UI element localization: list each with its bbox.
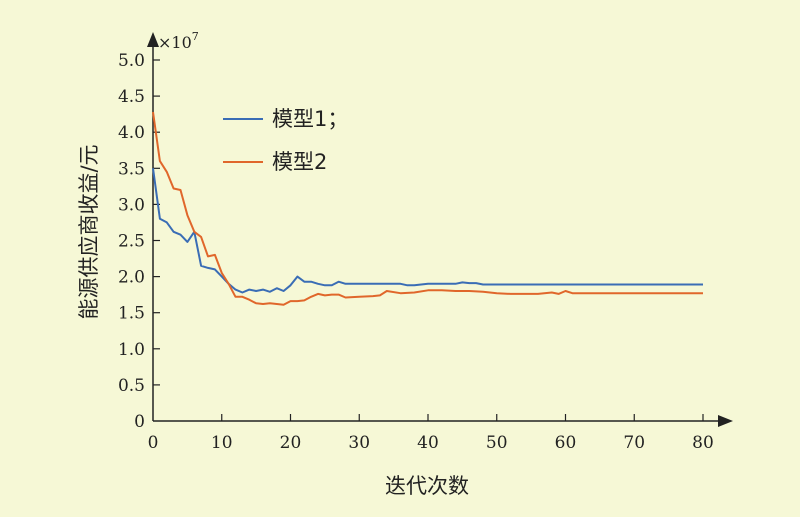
y-multiplier: ×107: [158, 30, 199, 52]
x-ticks: 0 10 20 30 40 50 60 70 80: [148, 414, 714, 453]
series-group: [152, 111, 703, 306]
y-axis-arrow: [147, 32, 159, 47]
series-line-model1: [152, 168, 703, 294]
axes: [147, 32, 733, 427]
x-tick-label: 10: [211, 433, 233, 453]
y-ticks: 0 0.5 1.0 1.5 2.0 2.5 3.0 3.5 4.0 4.5 5.0: [118, 51, 160, 432]
x-tick-label: 20: [280, 433, 302, 453]
x-tick-label: 0: [148, 433, 159, 453]
legend-label-model1: 模型1；: [272, 107, 348, 131]
y-multiplier-exponent: 7: [192, 30, 199, 43]
x-tick-label: 60: [555, 433, 577, 453]
y-tick-label: 0: [134, 412, 145, 432]
y-multiplier-prefix: ×10: [158, 33, 192, 52]
legend-label-model2: 模型2: [272, 150, 327, 174]
y-axis-title: 能源供应商收益/元: [77, 144, 101, 319]
y-tick-label: 4.5: [118, 87, 145, 107]
y-tick-label: 3.5: [118, 159, 145, 179]
y-tick-label: 3.0: [118, 195, 145, 215]
x-tick-label: 30: [348, 433, 370, 453]
y-tick-label: 2.5: [118, 232, 145, 252]
x-axis-arrow: [718, 415, 733, 427]
x-tick-label: 40: [417, 433, 439, 453]
x-tick-label: 50: [486, 433, 508, 453]
x-axis-title: 迭代次数: [385, 474, 469, 498]
legend: 模型1； 模型2: [223, 107, 348, 174]
y-tick-label: 1.0: [118, 340, 145, 360]
y-tick-label: 0.5: [118, 376, 145, 396]
y-tick-label: 1.5: [118, 304, 145, 324]
y-tick-label: 2.0: [118, 268, 145, 288]
x-tick-label: 80: [692, 433, 714, 453]
x-tick-label: 70: [623, 433, 645, 453]
series-line-model2: [152, 111, 703, 306]
y-tick-label: 4.0: [118, 123, 145, 143]
y-tick-label: 5.0: [118, 51, 145, 71]
